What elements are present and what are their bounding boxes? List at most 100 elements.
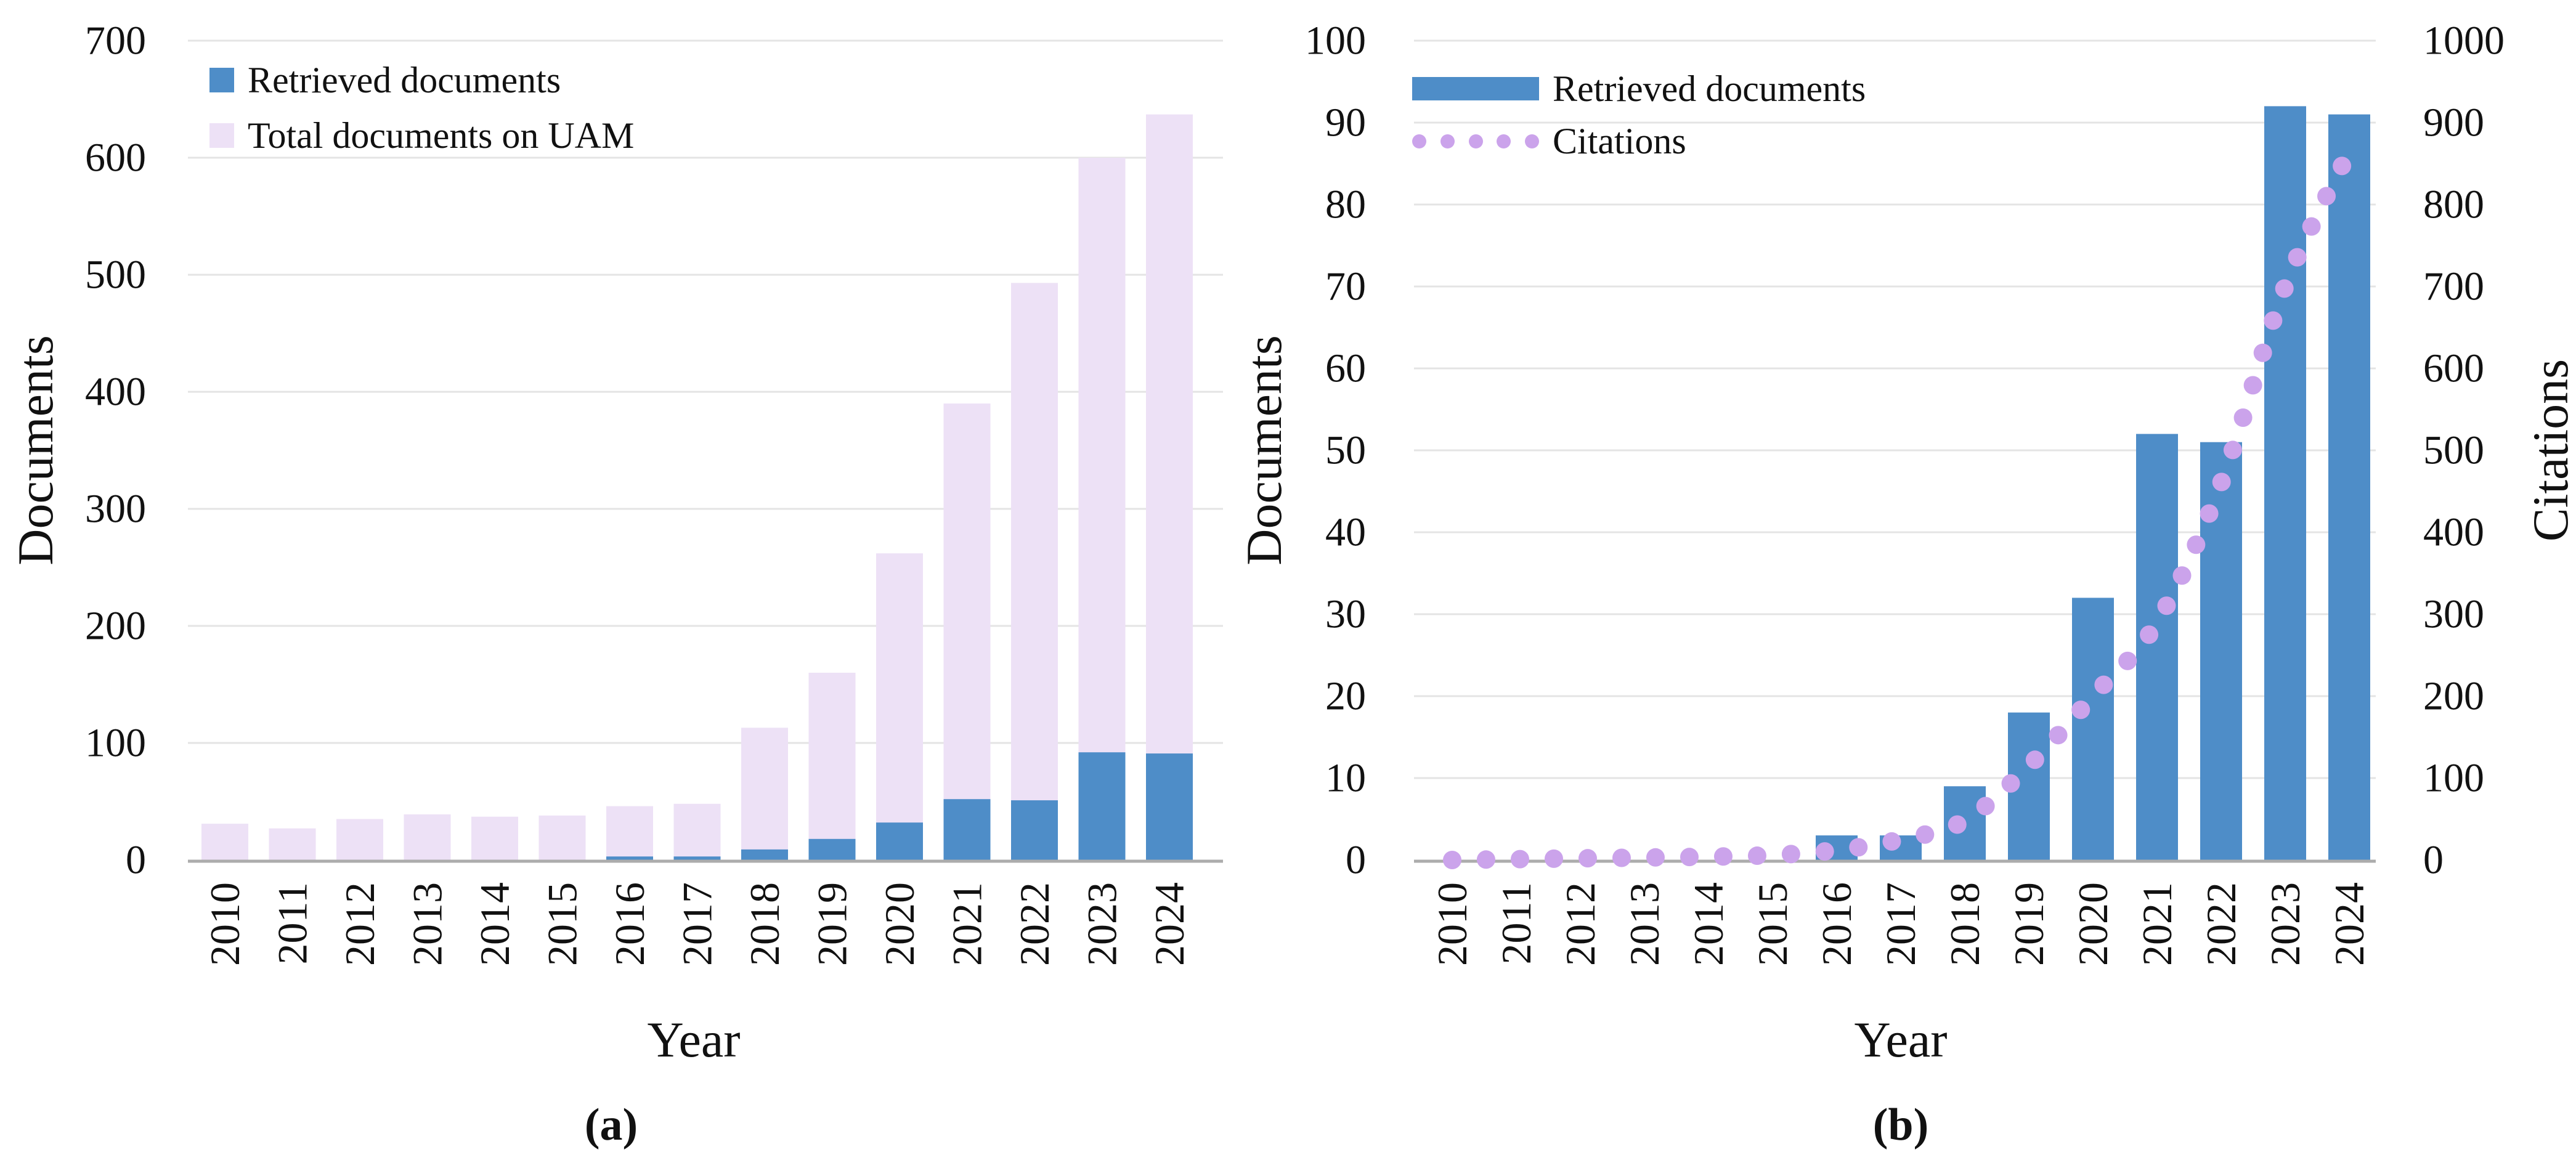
x-tick-label-a: 2015 [539,882,586,966]
legend-row-retrieved-a: Retrieved documents [209,60,634,100]
retrieved-bar-a-2019 [808,838,856,860]
total-uam-bar-a-2020 [876,553,923,860]
y-tick-label-b-right: 500 [2423,428,2484,473]
year-label-b: 2016 [1813,882,1860,966]
x-tick-label-a: 2018 [741,882,788,966]
y-tick-label-b-right: 700 [2423,264,2484,309]
legend-row-citations: Citations [1412,121,1866,161]
year-label-a: 2017 [674,882,721,966]
x-tick-label-b: 2010 [1429,882,1476,966]
total-uam-bar-a-2012 [336,819,383,860]
year-label-b: 2021 [2134,882,2180,966]
caption-panel-b: (b) [1872,1100,1929,1150]
year-label-b: 2022 [2198,882,2245,966]
year-label-b: 2011 [1493,882,1540,964]
x-tick-label-b: 2011 [1493,882,1540,964]
x-tick-label-b: 2021 [2134,882,2180,966]
retrieved-documents-swatch-icon [209,68,234,92]
legend-label-retrieved-b: Retrieved documents [1553,68,1866,109]
total-uam-swatch-icon [209,123,234,148]
year-label-b: 2013 [1621,882,1668,966]
y-tick-label-a: 500 [85,253,146,298]
y-tick-label-a: 600 [85,136,146,180]
legend-label-retrieved-a: Retrieved documents [248,60,561,100]
legend-row-retrieved-b: Retrieved documents [1412,69,1866,108]
y-tick-label-b-left: 100 [1305,18,1366,63]
year-label-a: 2020 [876,882,923,966]
retrieved-bar-b-2023 [2264,106,2306,860]
retrieved-bar-a-2016 [606,856,653,860]
x-tick-label-b: 2015 [1749,882,1796,966]
x-tick-label-a: 2020 [876,882,923,966]
retrieved-bar-a-2021 [943,799,991,860]
year-label-a: 2023 [1079,882,1126,966]
y-tick-label-a: 400 [85,370,146,415]
caption-panel-a: (a) [584,1100,638,1150]
y-tick-label-b-left: 40 [1325,510,1366,555]
x-tick-label-a: 2013 [404,882,451,966]
y-tick-label-b-left: 30 [1325,592,1366,637]
retrieved-bar-b-2024 [2328,114,2370,861]
y-tick-label-a: 200 [85,604,146,649]
x-tick-label-a: 2024 [1146,882,1193,966]
year-label-a: 2014 [471,882,518,966]
y-tick-label-b-left: 0 [1346,838,1366,883]
x-tick-label-a: 2016 [606,882,653,966]
retrieved-bar-a-2018 [741,849,788,860]
total-uam-bar-a-2019 [808,673,856,860]
retrieved-bar-a-2017 [673,856,721,860]
citations-dotted-line [1443,142,2359,869]
y-tick-label-b-right: 300 [2423,592,2484,637]
y-tick-label-a: 100 [85,721,146,766]
retrieved-bar-b-2020 [2072,598,2114,860]
x-axis-title-a: Year [647,1012,741,1068]
y-tick-label-b-left: 90 [1325,100,1366,145]
year-label-a: 2015 [539,882,586,966]
retrieved-bar-a-2020 [876,822,923,860]
year-label-b: 2024 [2326,882,2373,966]
legend-label-citations: Citations [1553,121,1686,161]
year-label-b: 2014 [1685,882,1732,966]
total-uam-bar-a-2016 [606,806,653,860]
y-tick-label-b-right: 100 [2423,756,2484,801]
x-tick-label-a: 2022 [1011,882,1058,966]
y-tick-label-b-left: 10 [1325,756,1366,801]
year-label-b: 2019 [2005,882,2052,966]
y-axis-title-a: Documents [7,335,63,566]
y-axis-title-b-left: Documents [1236,335,1292,566]
x-tick-label-a: 2019 [809,882,856,966]
year-label-b: 2015 [1749,882,1796,966]
retrieved-bar-a-2024 [1146,753,1193,860]
year-label-a: 2021 [944,882,991,966]
year-label-a: 2013 [404,882,451,966]
x-tick-label-b: 2022 [2198,882,2245,966]
total-uam-bar-a-2010 [201,824,248,860]
x-tick-label-a: 2017 [674,882,721,966]
x-tick-label-a: 2011 [269,882,316,964]
x-tick-label-a: 2023 [1079,882,1126,966]
retrieved-documents-bar-icon [1412,77,1539,100]
x-axis-title-b: Year [1854,1012,1948,1068]
year-label-a: 2012 [336,882,383,966]
y-tick-label-b-right: 800 [2423,182,2484,227]
retrieved-bar-b-2021 [2136,434,2178,860]
x-tick-label-b: 2019 [2005,882,2052,966]
retrieved-bar-a-2022 [1011,800,1058,860]
x-tick-label-a: 2021 [944,882,991,966]
y-tick-label-b-left: 50 [1325,428,1366,473]
x-tick-label-b: 2014 [1685,882,1732,966]
legend-label-total-uam: Total documents on UAM [248,115,635,156]
year-label-b: 2017 [1877,882,1924,966]
total-uam-bar-a-2015 [538,815,586,860]
total-uam-bar-a-2014 [471,816,518,860]
citations-dotted-line-icon [1412,134,1539,148]
total-uam-bar-a-2021 [943,404,991,860]
y-tick-label-b-left: 60 [1325,346,1366,391]
year-label-a: 2018 [741,882,788,966]
x-tick-label-b: 2012 [1557,882,1604,966]
y-tick-label-b-left: 80 [1325,182,1366,227]
x-tick-label-a: 2014 [471,882,518,966]
total-uam-bar-a-2011 [269,828,316,860]
x-tick-label-a: 2010 [201,882,248,966]
